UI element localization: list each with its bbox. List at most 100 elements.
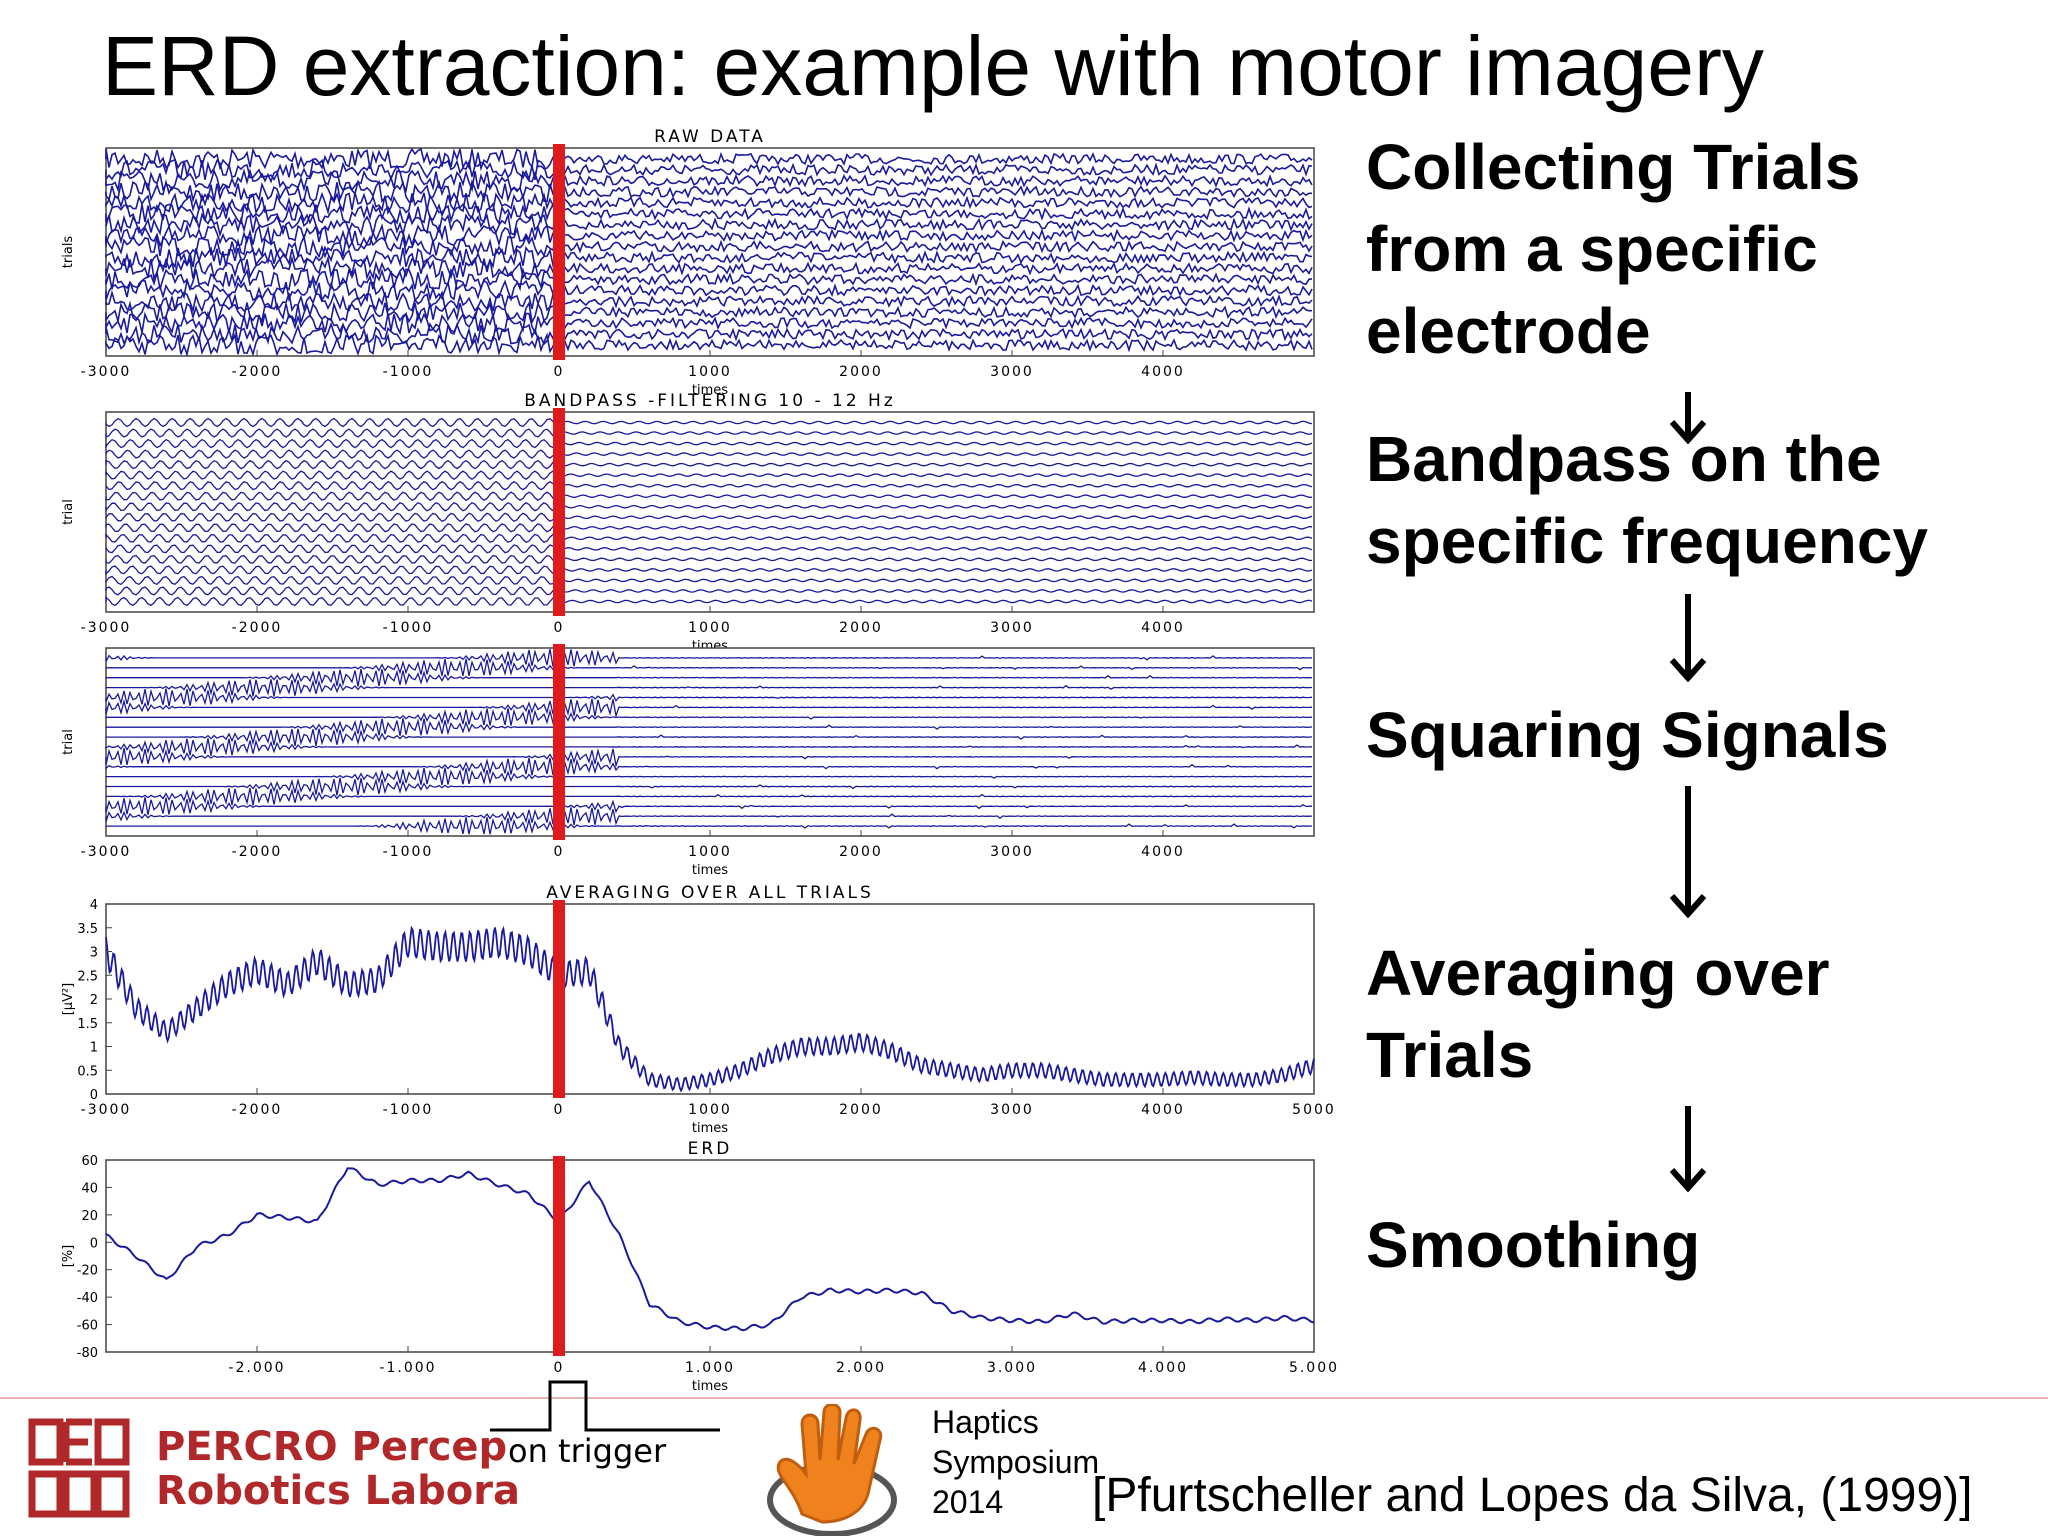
x-tick-label: -1000 xyxy=(383,844,434,860)
trial-trace xyxy=(105,679,1313,697)
x-tick-label: 4000 xyxy=(1141,844,1185,860)
trigger-marker xyxy=(553,1156,565,1356)
trial-trace xyxy=(105,470,1313,480)
x-tick-label: 0 xyxy=(554,844,565,860)
x-tick-label: 2000 xyxy=(839,844,883,860)
x-tick-label: -1000 xyxy=(383,620,434,636)
y-tick-label: 60 xyxy=(81,1154,98,1169)
signal-traces xyxy=(105,417,1313,607)
trial-trace xyxy=(105,502,1313,512)
trial-trace xyxy=(105,586,1313,596)
step-line: Trials xyxy=(1366,1019,1534,1091)
x-axis-label: times xyxy=(692,1121,728,1136)
x-tick-label: 3.000 xyxy=(987,1360,1037,1376)
x-tick-label: -2000 xyxy=(232,364,283,380)
trigger-pulse-icon xyxy=(490,1380,720,1432)
trial-trace xyxy=(105,245,1313,270)
x-tick-label: 4000 xyxy=(1141,1102,1185,1118)
event-line: 2014 xyxy=(932,1484,1004,1520)
step-collecting-trials: Collecting Trials from a specific electr… xyxy=(1366,126,1860,372)
trial-trace xyxy=(105,777,1313,796)
x-tick-label: -2000 xyxy=(232,1102,283,1118)
x-tick-label: -3000 xyxy=(81,844,132,860)
plot-title: AVERAGING OVER ALL TRIALS xyxy=(546,883,874,903)
trial-trace xyxy=(105,277,1313,303)
step-line: Squaring Signals xyxy=(1366,699,1889,771)
x-tick-label: 4000 xyxy=(1141,620,1185,636)
step-line: Smoothing xyxy=(1366,1209,1701,1281)
y-tick-label: 3.5 xyxy=(77,922,98,937)
trigger-marker xyxy=(553,644,565,840)
step-squaring: Squaring Signals xyxy=(1366,694,1889,776)
x-tick-label: 0 xyxy=(554,1102,565,1118)
y-tick-label: -80 xyxy=(77,1346,98,1361)
plot-title: BANDPASS -FILTERING 10 - 12 Hz xyxy=(524,391,896,411)
trial-trace xyxy=(105,417,1313,428)
y-tick-label: 2 xyxy=(90,993,98,1008)
down-arrow-icon xyxy=(1669,392,1707,444)
y-axis-label: trial xyxy=(61,729,76,755)
x-tick-label: 4000 xyxy=(1141,364,1185,380)
down-arrow-icon xyxy=(1669,1106,1707,1192)
y-tick-label: 40 xyxy=(81,1181,98,1196)
step-line: Bandpass on the xyxy=(1366,423,1882,495)
x-tick-label: 3000 xyxy=(990,620,1034,636)
trial-trace xyxy=(105,523,1313,533)
plot-title: RAW DATA xyxy=(654,127,766,147)
step-averaging: Averaging over Trials xyxy=(1366,932,1830,1096)
x-tick-label: 0 xyxy=(554,620,565,636)
down-arrow-icon xyxy=(1669,786,1707,918)
y-tick-label: 20 xyxy=(81,1209,98,1224)
trigger-marker xyxy=(553,900,565,1098)
y-axis-label: [%] xyxy=(61,1245,76,1268)
trial-trace xyxy=(105,512,1313,522)
down-arrow-icon xyxy=(1669,594,1707,682)
trial-trace xyxy=(105,565,1313,576)
trigger-marker xyxy=(553,408,565,616)
x-tick-label: -2000 xyxy=(232,844,283,860)
trial-trace xyxy=(105,718,1313,736)
trial-trace xyxy=(105,688,1313,707)
x-tick-label: 3000 xyxy=(990,364,1034,380)
trial-trace xyxy=(105,596,1313,607)
x-tick-label: -3000 xyxy=(81,620,132,636)
x-tick-label: 0 xyxy=(554,364,565,380)
y-tick-label: -20 xyxy=(77,1264,98,1279)
trial-trace xyxy=(105,658,1313,677)
x-tick-label: 2000 xyxy=(839,1102,883,1118)
trial-trace xyxy=(105,428,1313,439)
trial-trace xyxy=(105,728,1313,747)
trial-trace xyxy=(105,807,1313,826)
step-line: Collecting Trials xyxy=(1366,131,1861,203)
trial-trace xyxy=(105,167,1313,194)
trial-trace xyxy=(105,480,1313,491)
citation: [Pfurtscheller and Lopes da Silva, (1999… xyxy=(1092,1469,1973,1522)
trial-trace xyxy=(105,575,1313,586)
y-tick-label: 2.5 xyxy=(77,969,98,984)
x-tick-label: 2000 xyxy=(839,620,883,636)
signal-traces xyxy=(105,925,1315,1093)
step-line: specific frequency xyxy=(1366,505,1928,577)
x-tick-label: -1.000 xyxy=(379,1360,436,1376)
event-line: Symposium xyxy=(932,1444,1100,1480)
signal-traces xyxy=(105,147,1313,358)
trial-trace xyxy=(105,648,1313,667)
x-tick-label: 3000 xyxy=(990,1102,1034,1118)
trial-trace xyxy=(105,255,1313,282)
trial-trace xyxy=(105,234,1313,259)
x-tick-label: -1000 xyxy=(383,364,434,380)
y-tick-label: -40 xyxy=(77,1291,98,1306)
event-name: Haptics Symposium 2014 xyxy=(932,1402,1099,1522)
step-line: Averaging over xyxy=(1366,937,1830,1009)
trial-trace xyxy=(105,532,1313,543)
step-line: electrode xyxy=(1366,295,1651,367)
plot-frame xyxy=(105,647,1315,837)
y-tick-label: 0.5 xyxy=(77,1064,98,1079)
trial-trace xyxy=(105,266,1313,292)
trial-trace xyxy=(105,757,1313,776)
x-tick-label: -3000 xyxy=(81,364,132,380)
y-axis-label: [μV²] xyxy=(61,983,76,1016)
lab-name-line1: PERCRO Percep xyxy=(156,1424,508,1470)
x-tick-label: -2000 xyxy=(232,620,283,636)
